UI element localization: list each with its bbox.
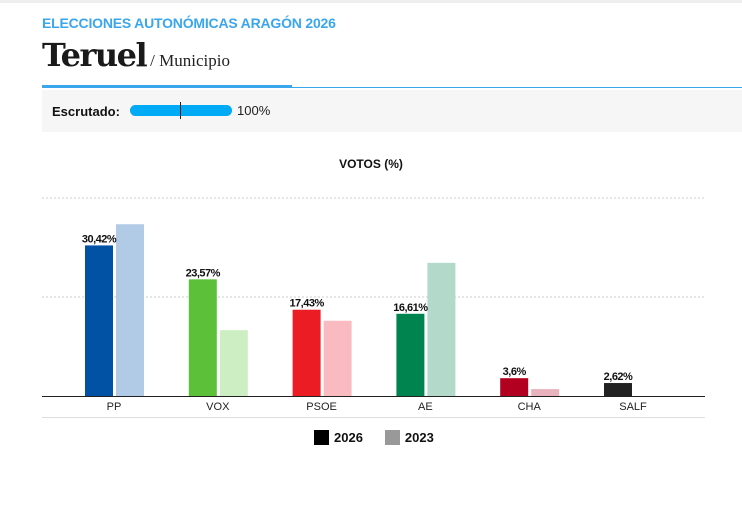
chart-title: VOTOS (%)	[339, 157, 403, 171]
legend-item-2026: 2026	[314, 430, 363, 445]
top-bar	[0, 0, 742, 3]
x-tick-label: AE	[418, 401, 433, 413]
data-label: 16,61%	[393, 302, 428, 314]
scrutiny-midpoint-mark	[180, 102, 181, 119]
bar-salf-2026	[604, 383, 632, 396]
bar-vox-2026	[188, 279, 217, 396]
scrutiny-progress-bar	[130, 102, 232, 119]
bar-pp-2026	[85, 245, 113, 396]
data-label: 30,42%	[82, 233, 117, 245]
bar-pp-2023	[116, 224, 144, 396]
bar-psoe-2023	[323, 320, 352, 396]
scrutiny-panel: Escrutado: 100%	[42, 90, 742, 132]
municipality-type: / Municipio	[150, 51, 230, 70]
municipality-name: Teruel	[42, 36, 148, 74]
legend-label: 2026	[334, 430, 363, 445]
legend-item-2023: 2023	[384, 430, 434, 445]
scrutiny-label: Escrutado:	[52, 104, 120, 119]
bar-ae-2026	[396, 313, 425, 396]
bar-ae-2023	[427, 262, 456, 396]
legend-label: 2023	[404, 430, 434, 445]
x-tick-label: CHA	[518, 401, 542, 413]
divider	[42, 87, 742, 88]
data-label: 23,57%	[186, 267, 221, 279]
bar-cha-2026	[500, 378, 529, 396]
data-label: 3,6%	[503, 366, 527, 378]
x-tick-label: VOX	[206, 401, 230, 413]
legend-swatch	[314, 430, 329, 445]
x-tick-label: SALF	[619, 401, 647, 413]
bar-vox-2023	[219, 330, 248, 396]
data-label: 2,62%	[604, 371, 633, 383]
scrutiny-progress-fill	[130, 105, 232, 116]
data-label: 17,43%	[289, 298, 324, 310]
bar-cha-2023	[531, 389, 560, 396]
election-kicker: ELECCIONES AUTONÓMICAS ARAGÓN 2026	[42, 15, 336, 31]
page-title: Teruel / Municipio	[42, 36, 230, 74]
divider-accent	[42, 85, 292, 88]
legend-swatch	[384, 430, 400, 445]
x-tick-label: PSOE	[306, 401, 337, 413]
x-tick-label: PP	[107, 401, 122, 413]
bar-psoe-2026	[292, 309, 321, 396]
chart-legend: 2026 2023	[314, 430, 434, 445]
scrutiny-value: 100%	[237, 103, 271, 118]
